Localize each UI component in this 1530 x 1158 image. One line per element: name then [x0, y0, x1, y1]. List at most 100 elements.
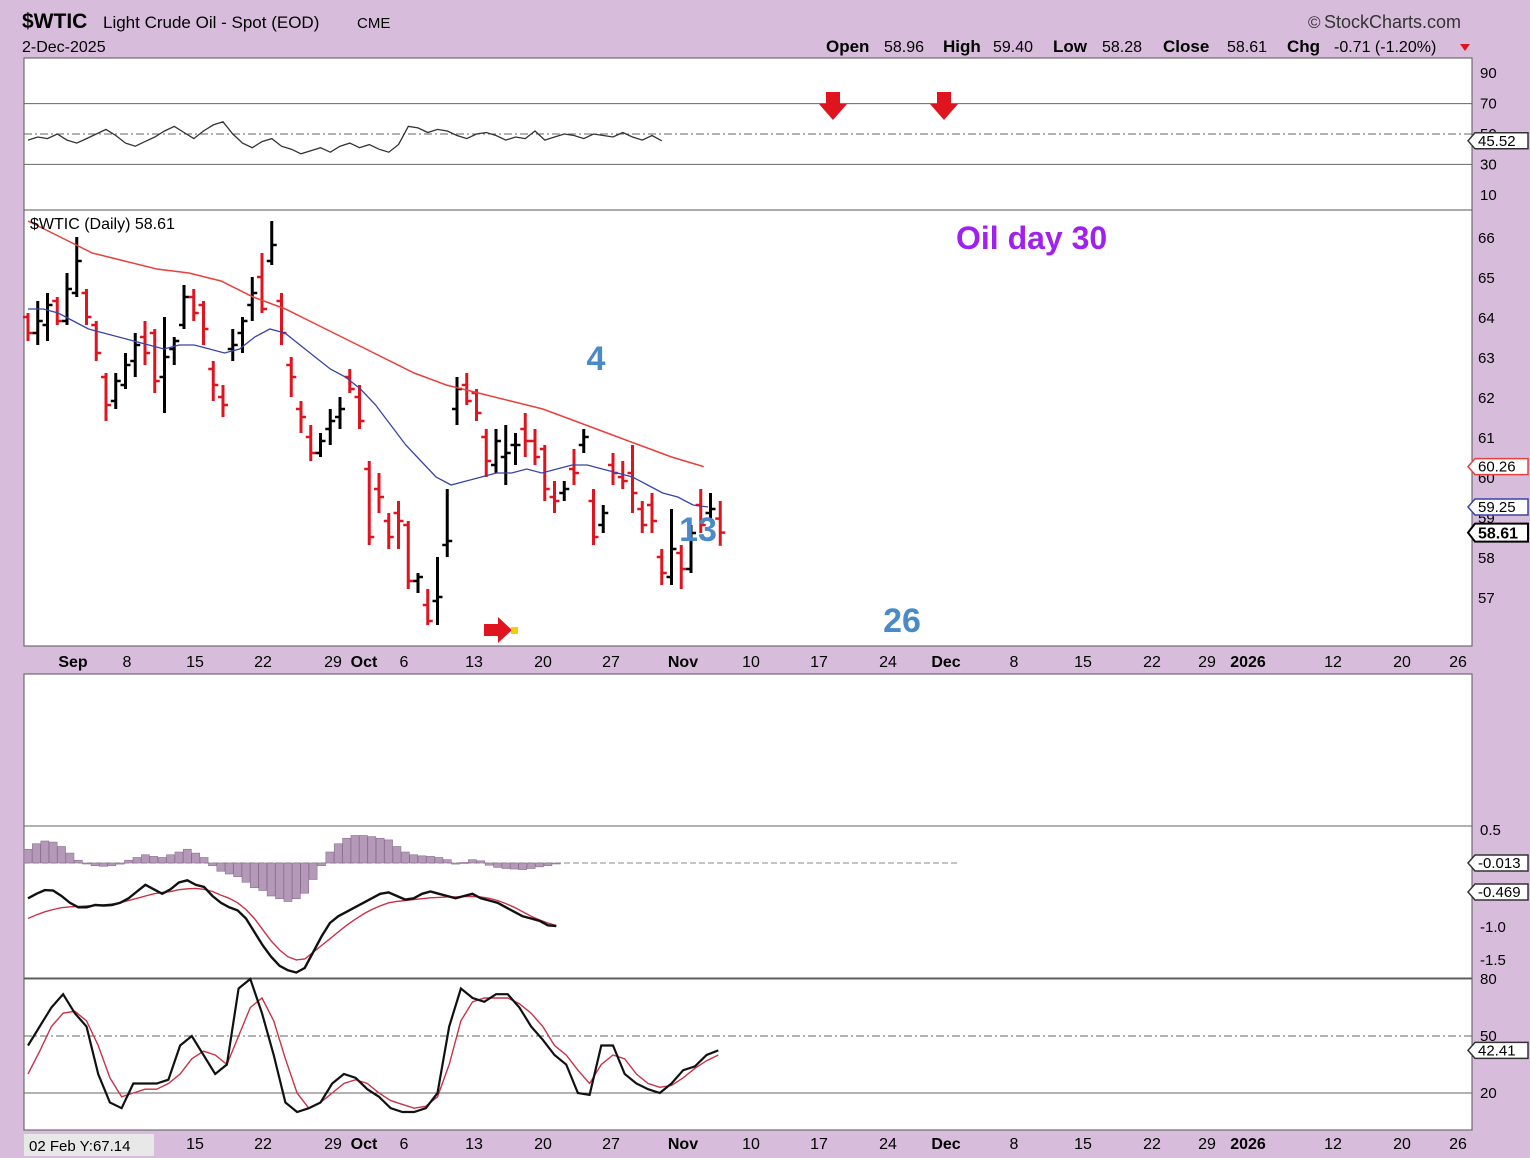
rsi-tick: 90: [1480, 65, 1497, 82]
close-value: 58.61: [1227, 39, 1267, 56]
symbol: $WTIC: [22, 10, 87, 33]
x-tick-top: 8: [123, 654, 132, 671]
ohlc-bar: [179, 285, 189, 329]
macd-histogram-bar: [149, 856, 159, 864]
stochastic-chart: 80 50 20 42.41: [24, 971, 1529, 1114]
exchange: CME: [357, 15, 390, 32]
macd-histogram-bar: [208, 862, 217, 867]
ohlc-bar: [569, 449, 579, 485]
ohlc-bar: [315, 433, 326, 457]
macd-histogram-bar: [308, 862, 318, 880]
ohlc-bar: [198, 301, 209, 345]
macd-histogram-bar: [375, 837, 385, 864]
date-axes: Sep 8 15 22 29 Oct 6 13 20 27 Nov 10 17 24 Dec 8 15 22 29 2…: [58, 654, 1467, 1153]
rsi-tick: 10: [1480, 187, 1497, 204]
ohlc-bar: [120, 353, 131, 389]
brand[interactable]: StockCharts.com: [1324, 12, 1461, 32]
macd-line: [27, 879, 557, 974]
down-triangle-icon: [1460, 44, 1470, 51]
x-tick-top: 12: [1324, 654, 1342, 671]
price-tick: 61: [1478, 430, 1495, 447]
macd-tick: -1.5: [1480, 952, 1506, 969]
macd-value-label: -0.469: [1478, 884, 1521, 901]
stoch-last-label: 42.41: [1478, 1042, 1516, 1059]
macd-histogram-bar: [384, 839, 393, 864]
x-tick-top: Oct: [351, 654, 378, 671]
ohlc-bar: [110, 373, 121, 409]
rsi-line: [27, 121, 663, 155]
macd-histogram-bar: [476, 860, 486, 864]
x-tick-top: Nov: [668, 654, 698, 671]
macd-histogram-bar: [392, 846, 402, 864]
macd-histogram-bar: [115, 862, 125, 865]
stoch-tick: 80: [1480, 971, 1497, 988]
stoch-k-line: [27, 977, 719, 1114]
marker-dot: [511, 627, 518, 634]
price-tick: 63: [1478, 350, 1495, 367]
macd-histogram-bar: [434, 857, 444, 864]
x-tick-top: 20: [1393, 654, 1411, 671]
ohlc-bar: [481, 429, 492, 477]
macd-histogram-bar: [350, 835, 360, 864]
macd-histogram-bar: [359, 835, 368, 864]
ohlc-bar: [637, 501, 648, 533]
ohlc-bar: [442, 489, 453, 557]
x-tick-bottom: 24: [879, 1136, 897, 1153]
macd-histogram-bar: [65, 852, 75, 864]
high-value: 59.40: [993, 39, 1033, 56]
macd-histogram-bar: [74, 859, 83, 864]
ohlc-bar: [383, 513, 394, 549]
x-tick-bottom: 13: [465, 1136, 483, 1153]
ohlc-bar: [461, 373, 472, 405]
macd-chart: 0.5 -1.0 -1.5 -0.013 -0.469: [23, 822, 1529, 974]
macd-histogram-bar: [157, 857, 167, 864]
ohlc-bar: [627, 445, 638, 513]
ohlc-bar: [500, 425, 511, 485]
x-tick-bottom: 20: [534, 1136, 552, 1153]
stoch-tick: 50: [1480, 1028, 1497, 1045]
macd-histogram-bar: [233, 862, 242, 878]
x-tick-top: 22: [1143, 654, 1161, 671]
ohlc-bar: [549, 481, 560, 513]
x-tick-top: 17: [810, 654, 828, 671]
macd-histogram-bar: [32, 843, 41, 864]
macd-histogram-bar: [510, 862, 519, 870]
ohlc-bar: [588, 489, 599, 545]
macd-histogram-bar: [124, 859, 133, 864]
x-tick-bottom: 15: [186, 1136, 204, 1153]
ohlc-bar: [257, 253, 267, 313]
ohlc-bar: [23, 313, 33, 341]
x-tick-top: 13: [465, 654, 483, 671]
ohlc-bar: [656, 549, 667, 585]
x-tick-bottom: 17: [810, 1136, 828, 1153]
ohlc-bar: [62, 273, 72, 325]
x-tick-bottom: 12: [1324, 1136, 1342, 1153]
macd-histogram-bar: [283, 862, 293, 902]
macd-histogram-bar: [468, 859, 477, 864]
macd-histogram-bar: [459, 862, 469, 864]
close-label-text: 58.61: [1478, 526, 1518, 543]
ohlc-bar: [393, 501, 404, 549]
macd-histogram-bar: [325, 851, 335, 864]
rsi-last-label-box: [1467, 132, 1529, 150]
footer-box: [24, 1134, 154, 1156]
ohlc-bar: [286, 357, 297, 397]
x-tick-top: 20: [534, 654, 552, 671]
ma-long-label: 60.26: [1478, 459, 1516, 476]
x-tick-top: 27: [602, 654, 620, 671]
footer-readout: 02 Feb Y:67.14: [29, 1138, 130, 1155]
ohlc-bar: [676, 545, 687, 589]
ohlc-bar: [130, 333, 141, 377]
ohlc-bar: [325, 409, 336, 445]
rsi-chart: 907050301045.52: [24, 65, 1529, 204]
macd-histogram-bar: [484, 862, 494, 866]
ohlc-bar: [520, 413, 531, 457]
x-tick-top: 15: [186, 654, 204, 671]
ohlc-bar: [432, 557, 443, 625]
ohlc-bar: [305, 425, 316, 461]
low-value: 58.28: [1102, 39, 1142, 56]
macd-histogram-bar: [551, 862, 561, 865]
ohlc-bar: [218, 385, 228, 417]
macd-histogram-bar: [333, 843, 343, 864]
